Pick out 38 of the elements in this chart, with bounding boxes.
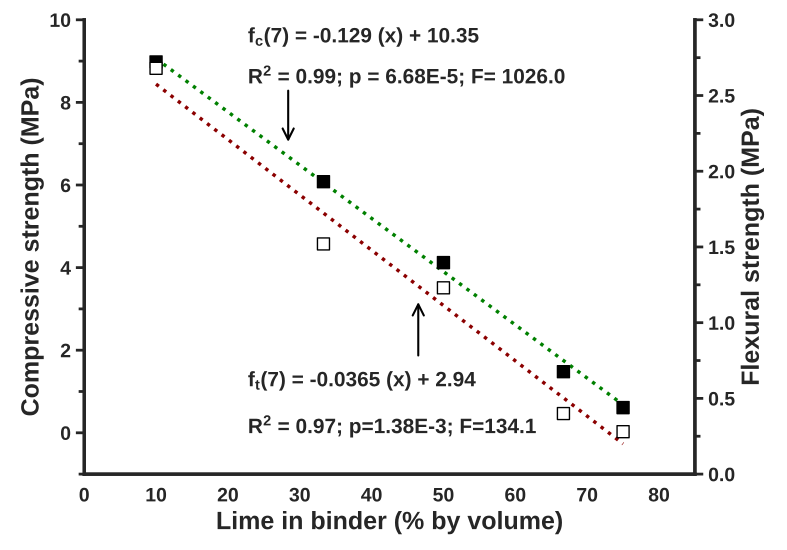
x-tick-label: 50 [433, 488, 454, 502]
point [556, 406, 570, 420]
x-tick-label: 0 [80, 488, 89, 502]
point [436, 256, 450, 270]
x-axis-title: Lime in binder (% by volume) [218, 510, 562, 534]
y-tick-label: 6 [60, 178, 70, 192]
y-tick-label: 8 [60, 96, 70, 110]
x-tick-label: 20 [218, 488, 238, 502]
point [316, 237, 330, 251]
y2-axis-title: Flexural strength (MPa) [740, 109, 764, 384]
y-tick-label: 10 [50, 13, 70, 28]
point [556, 364, 570, 378]
annotation: f$_{t}$(7) = -0.0365 (x) + 2.94 [248, 371, 476, 391]
point [149, 62, 163, 75]
y2-tick-label: 1.0 [709, 316, 734, 330]
y2-tick-label: 3.0 [708, 13, 734, 28]
y2-tick-label: 1.5 [709, 240, 735, 254]
y-axis-title: Compressive strength (MPa) [20, 78, 44, 416]
annotation: R$^{2}$ = 0.97; p=1.38E-3; F=134.1 [249, 415, 536, 438]
point [436, 281, 450, 295]
y-tick-label: 4 [60, 261, 71, 275]
y2-tick-label: 0.0 [708, 468, 734, 482]
annotation: R$^{2}$ = 0.99; p = 6.68E-5; F= 1026.0 [249, 65, 565, 88]
point [616, 400, 630, 414]
x-tick-label: 10 [146, 488, 166, 502]
x-tick-label: 70 [577, 488, 598, 502]
annotation: f$_{c}$(7) = -0.129 (x) + 10.35 [248, 27, 478, 47]
x-tick-label: 60 [505, 488, 526, 502]
y2-tick-label: 2.0 [708, 164, 734, 178]
point [616, 424, 630, 438]
x-tick-label: 80 [648, 488, 670, 502]
x-tick-label: 40 [361, 488, 382, 502]
y2-tick-label: 0.5 [708, 392, 735, 406]
x-tick-label: 30 [289, 488, 310, 502]
point [316, 174, 330, 188]
y-tick-label: 2 [60, 344, 70, 358]
y-tick-label: 0 [60, 426, 70, 440]
y2-tick-label: 2.5 [708, 88, 735, 103]
